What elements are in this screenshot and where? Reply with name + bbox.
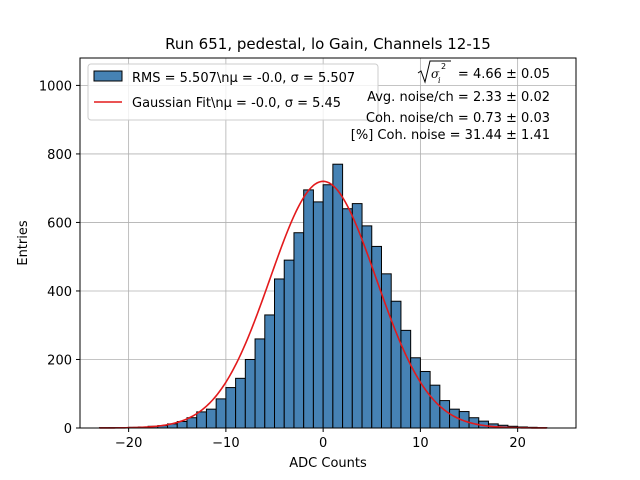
histogram-bar xyxy=(215,398,227,429)
plot-frame xyxy=(79,57,577,429)
histogram-bar xyxy=(254,338,266,429)
chart-title: Run 651, pedestal, lo Gain, Channels 12-… xyxy=(165,35,491,53)
y-tick-label: 200 xyxy=(47,353,72,368)
histogram-bar xyxy=(264,314,276,429)
y-tick-label: 1000 xyxy=(39,79,72,94)
y-tick-label: 0 xyxy=(64,422,72,437)
y-tick-label: 600 xyxy=(47,216,72,231)
histogram-bar xyxy=(361,225,373,429)
annotation-avg-noise: Avg. noise/ch = 2.33 ± 0.02 xyxy=(367,90,550,105)
histogram-bar xyxy=(371,245,382,429)
legend-box xyxy=(87,63,379,121)
histogram-bar xyxy=(205,408,217,429)
histogram-bar xyxy=(283,259,295,429)
histogram-bar xyxy=(225,387,237,429)
sqrt-sigma-symbol: σ i 2 xyxy=(417,60,451,85)
svg-text:σ: σ xyxy=(431,67,440,81)
legend-histogram-swatch xyxy=(93,70,123,82)
histogram-bar xyxy=(419,370,431,429)
y-axis-ticks: 0 200 400 600 800 1000 xyxy=(39,79,80,437)
histogram-bar xyxy=(429,384,441,429)
fit-line xyxy=(99,180,547,429)
histogram-bar xyxy=(322,184,334,429)
legend: RMS = 5.507\nμ = -0.0, σ = 5.507 Gaussia… xyxy=(87,63,379,121)
annotation-coh-noise-percent: [%] Coh. noise = 31.44 ± 1.41 xyxy=(351,128,550,143)
histogram-bar xyxy=(235,377,246,429)
y-tick-label: 800 xyxy=(47,148,72,163)
y-axis-label: Entries xyxy=(16,220,31,266)
histogram-bar xyxy=(439,400,451,429)
annotation-coh-noise: Coh. noise/ch = 0.73 ± 0.03 xyxy=(366,111,550,126)
histogram-bar xyxy=(332,163,344,429)
svg-text:i: i xyxy=(438,76,441,85)
histogram-bars xyxy=(98,163,548,429)
histogram-bar xyxy=(390,300,402,429)
histogram-bar xyxy=(400,329,412,429)
x-tick-label: 10 xyxy=(412,436,429,451)
legend-histogram-label: RMS = 5.507\nμ = -0.0, σ = 5.507 xyxy=(132,71,355,86)
x-tick-label: −10 xyxy=(212,436,239,451)
y-tick-label: 400 xyxy=(47,285,72,300)
noise-annotations: σ i 2 = 4.66 ± 0.05 Avg. noise/ch = 2.33… xyxy=(351,60,550,143)
x-tick-label: −20 xyxy=(115,436,142,451)
legend-fit-label: Gaussian Fit\nμ = -0.0, σ = 5.45 xyxy=(132,96,341,111)
histogram-bar xyxy=(186,417,198,429)
gaussian-fit-curve xyxy=(99,180,547,429)
svg-text:2: 2 xyxy=(441,62,446,71)
x-tick-label: 0 xyxy=(319,436,327,451)
histogram-bar xyxy=(342,208,353,429)
histogram-bar xyxy=(274,278,285,429)
histogram-bar xyxy=(293,232,305,429)
histogram-bar xyxy=(303,189,314,429)
histogram-bar xyxy=(244,358,256,429)
x-axis-label: ADC Counts xyxy=(289,456,367,471)
annotation-sigma-total: = 4.66 ± 0.05 xyxy=(458,67,550,82)
histogram-bar xyxy=(312,201,324,429)
histogram-bar xyxy=(196,411,207,429)
x-tick-label: 20 xyxy=(509,436,526,451)
x-axis-ticks: −20 −10 0 10 20 xyxy=(115,428,526,451)
